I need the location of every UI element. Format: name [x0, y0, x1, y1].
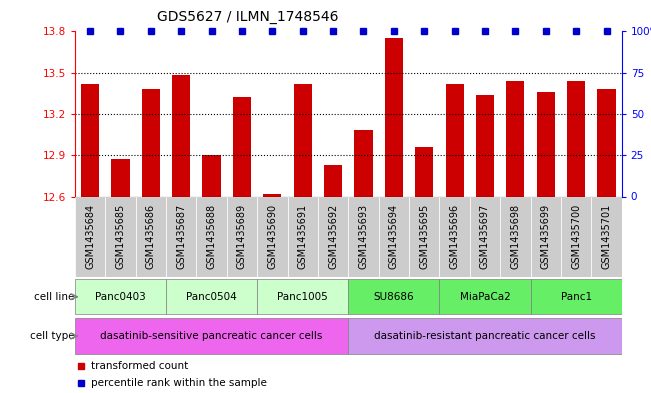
Text: GSM1435697: GSM1435697	[480, 204, 490, 270]
Bar	[233, 97, 251, 196]
FancyBboxPatch shape	[166, 279, 257, 314]
Text: dasatinib-sensitive pancreatic cancer cells: dasatinib-sensitive pancreatic cancer ce…	[100, 331, 323, 341]
Bar	[476, 95, 494, 196]
FancyBboxPatch shape	[348, 318, 622, 354]
FancyBboxPatch shape	[75, 318, 348, 354]
FancyBboxPatch shape	[166, 196, 197, 277]
Text: MiaPaCa2: MiaPaCa2	[460, 292, 510, 302]
FancyBboxPatch shape	[439, 196, 470, 277]
FancyBboxPatch shape	[318, 196, 348, 277]
Text: cell type: cell type	[30, 331, 75, 341]
Text: GSM1435690: GSM1435690	[268, 204, 277, 269]
Bar	[142, 89, 160, 196]
Bar	[506, 81, 525, 196]
FancyBboxPatch shape	[257, 279, 348, 314]
Bar	[354, 130, 372, 196]
Text: GSM1435700: GSM1435700	[571, 204, 581, 270]
Text: GSM1435693: GSM1435693	[359, 204, 368, 269]
Text: GSM1435686: GSM1435686	[146, 204, 156, 269]
Text: GSM1435699: GSM1435699	[541, 204, 551, 269]
Bar	[536, 92, 555, 196]
FancyBboxPatch shape	[470, 196, 500, 277]
Bar	[81, 84, 99, 196]
Bar	[324, 165, 342, 196]
Text: GSM1435692: GSM1435692	[328, 204, 338, 270]
Bar	[172, 75, 190, 196]
Text: Panc1: Panc1	[561, 292, 592, 302]
Text: GSM1435691: GSM1435691	[298, 204, 308, 269]
FancyBboxPatch shape	[227, 196, 257, 277]
Text: GSM1435695: GSM1435695	[419, 204, 429, 270]
Text: Panc1005: Panc1005	[277, 292, 328, 302]
Text: GSM1435687: GSM1435687	[176, 204, 186, 270]
Text: cell line: cell line	[35, 292, 75, 302]
FancyBboxPatch shape	[561, 196, 591, 277]
FancyBboxPatch shape	[439, 279, 531, 314]
FancyBboxPatch shape	[591, 196, 622, 277]
FancyBboxPatch shape	[531, 196, 561, 277]
Bar	[111, 160, 130, 196]
Text: GSM1435694: GSM1435694	[389, 204, 399, 269]
Bar	[445, 84, 464, 196]
Text: GSM1435696: GSM1435696	[450, 204, 460, 269]
Bar	[263, 194, 281, 196]
Text: GSM1435701: GSM1435701	[602, 204, 611, 270]
Text: dasatinib-resistant pancreatic cancer cells: dasatinib-resistant pancreatic cancer ce…	[374, 331, 596, 341]
FancyBboxPatch shape	[348, 279, 439, 314]
FancyBboxPatch shape	[135, 196, 166, 277]
FancyBboxPatch shape	[379, 196, 409, 277]
Text: GSM1435685: GSM1435685	[115, 204, 126, 270]
Bar	[294, 84, 312, 196]
FancyBboxPatch shape	[75, 279, 166, 314]
FancyBboxPatch shape	[105, 196, 135, 277]
FancyBboxPatch shape	[348, 196, 379, 277]
Text: Panc0403: Panc0403	[95, 292, 146, 302]
Bar	[567, 81, 585, 196]
FancyBboxPatch shape	[197, 196, 227, 277]
FancyBboxPatch shape	[531, 279, 622, 314]
Bar	[598, 89, 616, 196]
Bar	[385, 39, 403, 197]
FancyBboxPatch shape	[500, 196, 531, 277]
Text: GSM1435684: GSM1435684	[85, 204, 95, 269]
Text: SU8686: SU8686	[374, 292, 414, 302]
Text: GSM1435698: GSM1435698	[510, 204, 520, 269]
Text: GSM1435689: GSM1435689	[237, 204, 247, 269]
Text: GDS5627 / ILMN_1748546: GDS5627 / ILMN_1748546	[157, 10, 338, 24]
FancyBboxPatch shape	[288, 196, 318, 277]
Text: Panc0504: Panc0504	[186, 292, 237, 302]
Text: percentile rank within the sample: percentile rank within the sample	[91, 378, 267, 387]
Text: GSM1435688: GSM1435688	[206, 204, 217, 269]
Text: transformed count: transformed count	[91, 361, 189, 371]
Bar	[415, 147, 434, 196]
FancyBboxPatch shape	[257, 196, 288, 277]
FancyBboxPatch shape	[75, 196, 105, 277]
FancyBboxPatch shape	[409, 196, 439, 277]
Bar	[202, 155, 221, 196]
